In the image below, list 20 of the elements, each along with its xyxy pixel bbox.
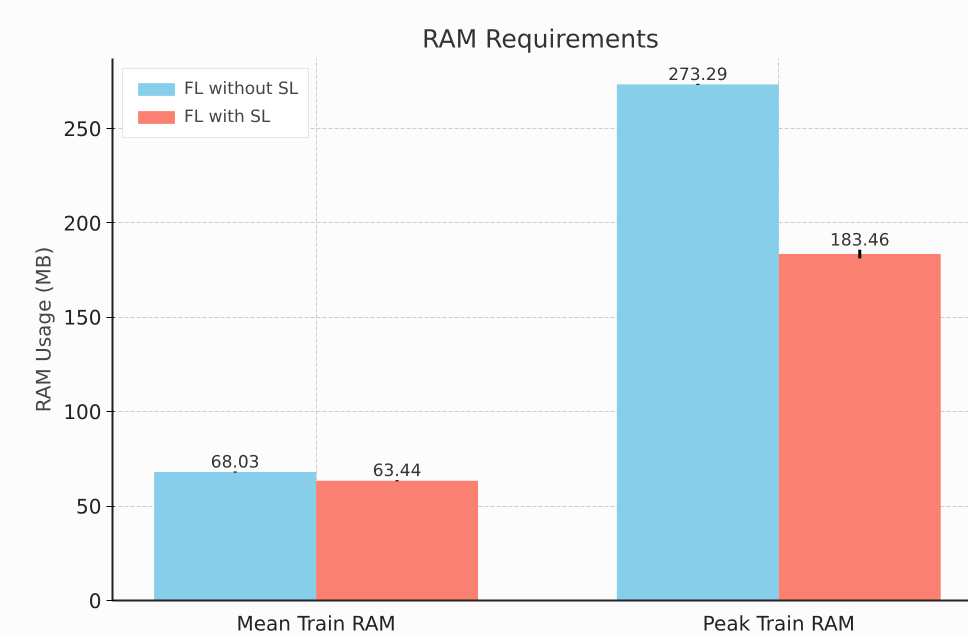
x-tick-label: Mean Train RAM bbox=[236, 612, 396, 636]
bar bbox=[154, 472, 316, 600]
data-label: 273.29 bbox=[668, 64, 728, 85]
legend-label: FL with SL bbox=[184, 107, 270, 127]
y-tick-label: 200 bbox=[63, 211, 102, 236]
y-tick-label: 0 bbox=[88, 589, 102, 613]
bar bbox=[316, 480, 478, 600]
y-tick-label: 100 bbox=[63, 400, 102, 424]
chart-title: RAM Requirements bbox=[422, 24, 659, 54]
y-tick-label: 150 bbox=[63, 306, 102, 330]
bar bbox=[778, 254, 941, 600]
data-label: 68.03 bbox=[210, 452, 260, 472]
y-axis-title: RAM Usage (MB) bbox=[31, 246, 56, 412]
y-tick-label: 250 bbox=[63, 116, 102, 141]
bar bbox=[616, 84, 779, 600]
data-label: 63.44 bbox=[372, 461, 422, 482]
y-tick-label: 50 bbox=[76, 494, 102, 519]
x-tick-label: Peak Train RAM bbox=[702, 612, 855, 636]
data-label: 183.46 bbox=[830, 230, 890, 251]
legend-label: FL without SL bbox=[184, 79, 298, 99]
